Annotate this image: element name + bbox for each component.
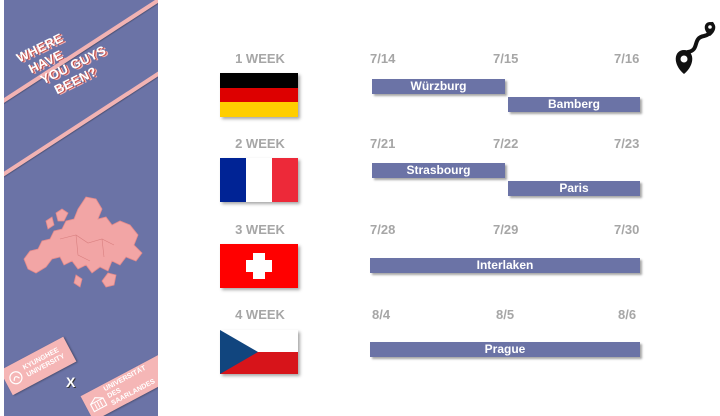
date-label: 7/23: [614, 136, 640, 151]
lion-emblem-icon: [9, 371, 23, 385]
itinerary-stop: Bamberg: [508, 97, 640, 112]
collaboration-x: X: [66, 374, 76, 390]
switzerland-flag-icon: [220, 244, 298, 288]
date-label: 7/21: [370, 136, 396, 151]
date-label: 8/5: [496, 307, 515, 322]
date-label: 7/28: [370, 222, 396, 237]
itinerary-stop: Strasbourg: [372, 163, 505, 178]
week-label: 2 WEEK: [235, 136, 285, 151]
itinerary-stop: Würzburg: [372, 79, 505, 94]
europe-map-icon: [16, 195, 148, 290]
week-label: 4 WEEK: [235, 307, 285, 322]
date-label: 7/15: [493, 51, 519, 66]
route-pin-icon: [675, 22, 716, 74]
date-label: 7/22: [493, 136, 519, 151]
sidebar: WHERE HAVE YOU GUYS BEEN? KYU: [4, 0, 158, 416]
date-label: 7/29: [493, 222, 519, 237]
week-label: 3 WEEK: [235, 222, 285, 237]
date-label: 8/6: [618, 307, 637, 322]
kyunghee-university-logo: KYUNGHEE UNIVERSITY: [4, 336, 77, 396]
itinerary-stop: Paris: [508, 181, 640, 196]
date-label: 7/30: [614, 222, 640, 237]
building-emblem-icon: [89, 397, 108, 413]
france-flag-icon: [220, 158, 298, 202]
date-label: 7/16: [614, 51, 640, 66]
date-label: 7/14: [370, 51, 396, 66]
germany-flag-icon: [220, 73, 298, 117]
saarland-university-logo: UNIVERSITÄT DES SAARLANDES: [80, 354, 158, 416]
czech-flag-icon: [220, 330, 298, 374]
date-label: 8/4: [372, 307, 391, 322]
itinerary-stop: Prague: [370, 342, 640, 357]
itinerary-stop: Interlaken: [370, 258, 640, 273]
week-label: 1 WEEK: [235, 51, 285, 66]
